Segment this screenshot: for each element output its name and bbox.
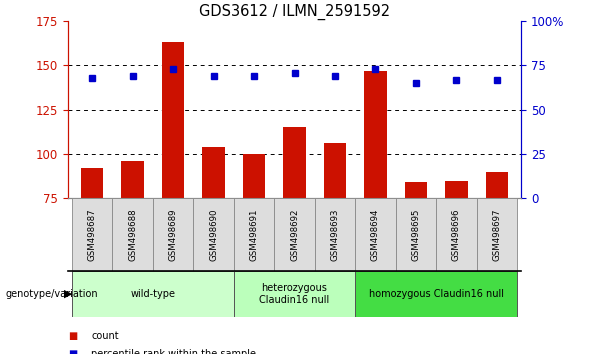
Bar xyxy=(365,71,386,198)
Text: GSM498693: GSM498693 xyxy=(330,208,339,261)
Bar xyxy=(355,271,517,317)
Text: genotype/variation: genotype/variation xyxy=(6,289,98,299)
Text: ■: ■ xyxy=(68,331,77,341)
Bar xyxy=(477,198,517,271)
Bar xyxy=(315,198,355,271)
Text: GSM498697: GSM498697 xyxy=(492,208,501,261)
Bar xyxy=(283,127,306,198)
Text: GSM498691: GSM498691 xyxy=(250,208,259,261)
Text: count: count xyxy=(91,331,119,341)
Text: GSM498688: GSM498688 xyxy=(128,208,137,261)
Bar xyxy=(324,143,346,198)
Text: GSM498695: GSM498695 xyxy=(412,208,421,261)
Bar xyxy=(234,198,274,271)
Bar xyxy=(436,198,477,271)
Text: homozygous Claudin16 null: homozygous Claudin16 null xyxy=(369,289,504,299)
Bar xyxy=(243,154,265,198)
Bar xyxy=(72,198,112,271)
Bar xyxy=(153,198,193,271)
Bar xyxy=(81,168,103,198)
Bar xyxy=(445,181,468,198)
Bar xyxy=(162,42,184,198)
Text: GSM498694: GSM498694 xyxy=(371,208,380,261)
Text: heterozygous
Claudin16 null: heterozygous Claudin16 null xyxy=(259,283,330,305)
Bar xyxy=(234,271,355,317)
Bar xyxy=(203,147,224,198)
Text: GSM498696: GSM498696 xyxy=(452,208,461,261)
Bar xyxy=(193,198,234,271)
Text: GSM498692: GSM498692 xyxy=(290,208,299,261)
Bar xyxy=(121,161,144,198)
Text: GSM498689: GSM498689 xyxy=(168,208,177,261)
Bar xyxy=(486,172,508,198)
Text: ■: ■ xyxy=(68,349,77,354)
Text: GSM498690: GSM498690 xyxy=(209,208,218,261)
Text: GSM498687: GSM498687 xyxy=(88,208,97,261)
Bar xyxy=(112,198,153,271)
Bar xyxy=(72,271,234,317)
Text: percentile rank within the sample: percentile rank within the sample xyxy=(91,349,256,354)
Bar xyxy=(274,198,315,271)
Bar xyxy=(355,198,396,271)
Text: wild-type: wild-type xyxy=(130,289,176,299)
Bar xyxy=(405,182,427,198)
Bar xyxy=(396,198,436,271)
Text: ▶: ▶ xyxy=(64,289,72,299)
Title: GDS3612 / ILMN_2591592: GDS3612 / ILMN_2591592 xyxy=(199,4,390,20)
